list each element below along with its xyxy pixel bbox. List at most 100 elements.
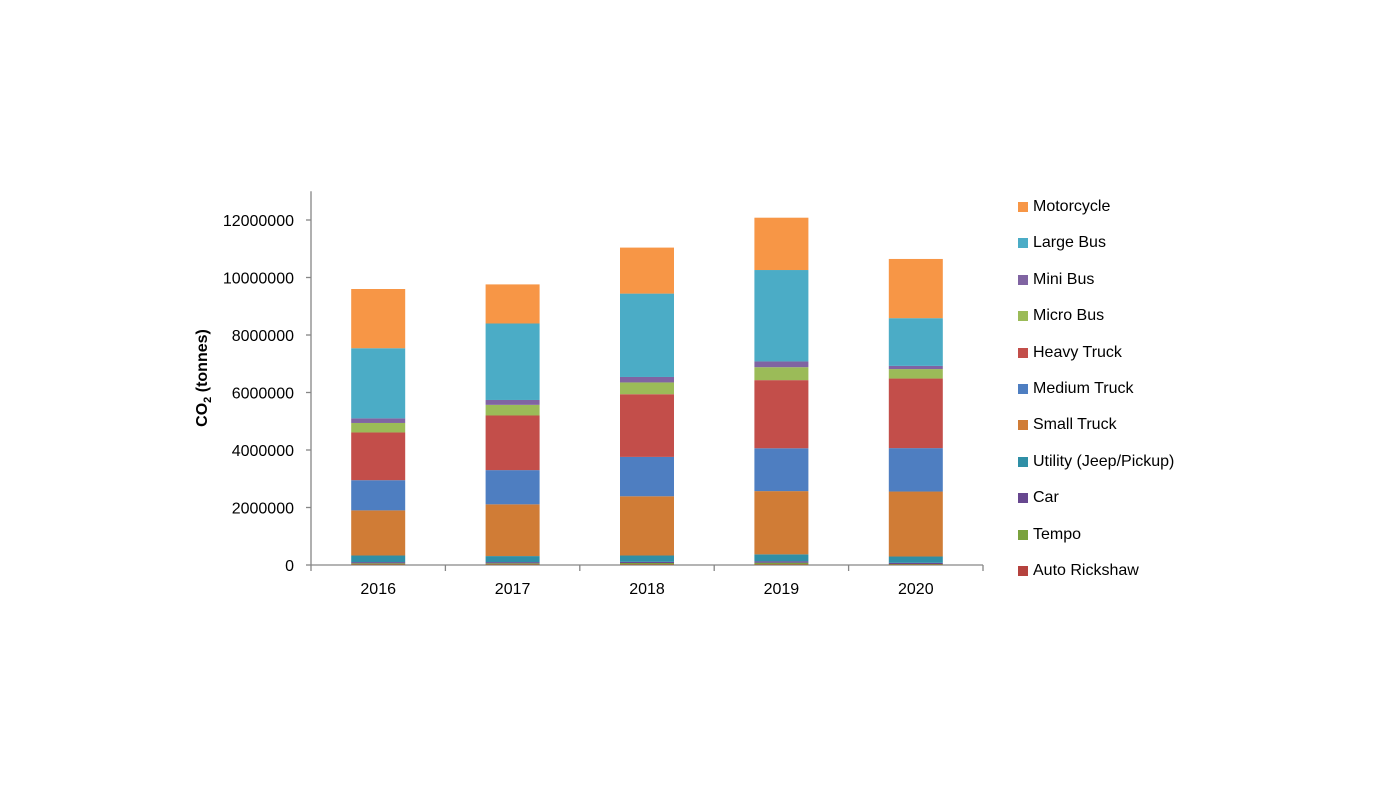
legend-label: Motorcycle <box>1033 198 1111 215</box>
bar-segment-utility-jeep-pickup-2020 <box>888 556 943 563</box>
legend-item: Heavy Truck <box>1018 342 1122 364</box>
bar-segment-car-2016 <box>351 562 406 564</box>
bar-segment-small-truck-2018 <box>620 496 674 556</box>
bar-segment-mini-bus-2017 <box>485 399 540 405</box>
bar-segment-car-2018 <box>620 561 674 563</box>
y-axis-label: CO2 (tonnes) <box>194 329 214 427</box>
bar-segment-tempo-2017 <box>485 563 540 565</box>
legend-item: Medium Truck <box>1018 378 1133 400</box>
bar-segment-large-bus-2018 <box>620 293 674 377</box>
bar-segment-tempo-2018 <box>620 562 674 565</box>
y-tick-label: 10000000 <box>223 271 294 288</box>
legend-swatch <box>1018 493 1028 504</box>
y-tick-label: 12000000 <box>223 213 294 230</box>
x-axis: 2016 2017 2018 2019 2020 <box>310 564 984 598</box>
bar-segment-car-2017 <box>485 562 540 564</box>
y-axis-label-main: CO <box>194 403 211 427</box>
bar-segment-auto-rickshaw-2018 <box>620 564 674 565</box>
bar-segment-heavy-truck-2018 <box>620 394 674 457</box>
bar-segment-small-truck-2017 <box>485 504 540 557</box>
legend-item: Micro Bus <box>1018 305 1104 327</box>
legend-label: Small Truck <box>1033 416 1117 434</box>
legend-swatch <box>1018 529 1028 540</box>
legend-label: Medium Truck <box>1033 380 1134 397</box>
bar-segment-micro-bus-2019 <box>754 367 809 381</box>
bar-segment-utility-jeep-pickup-2017 <box>485 556 540 563</box>
legend-swatch <box>1018 456 1028 467</box>
bar-segment-heavy-truck-2019 <box>754 380 809 449</box>
y-axis-label-suffix: (tonnes) <box>194 329 211 397</box>
bar-segment-motorcycle-2019 <box>754 217 809 271</box>
legend-item: Small Truck <box>1018 414 1117 436</box>
bar-segment-small-truck-2019 <box>754 491 809 555</box>
bar-segment-small-truck-2016 <box>351 510 406 556</box>
bar-segment-heavy-truck-2020 <box>888 378 943 449</box>
x-tick-label: 2017 <box>495 581 531 598</box>
bar-segment-motorcycle-2020 <box>888 258 943 319</box>
legend-swatch <box>1018 311 1028 322</box>
y-tick-label: 8000000 <box>232 328 294 345</box>
bar-segment-large-bus-2017 <box>485 323 540 400</box>
bar-segment-mini-bus-2019 <box>754 361 809 368</box>
bar-segment-car-2020 <box>888 562 943 564</box>
bar-segment-medium-truck-2018 <box>620 456 674 497</box>
bar-segment-large-bus-2016 <box>351 348 406 419</box>
x-tick-label: 2020 <box>898 581 934 598</box>
bar-segment-heavy-truck-2017 <box>485 415 540 471</box>
y-axis-label-subscript: 2 <box>202 397 214 403</box>
legend-label: Mini Bus <box>1033 270 1095 288</box>
legend-item: Auto Rickshaw <box>1018 560 1139 582</box>
bar-segment-heavy-truck-2016 <box>351 432 406 481</box>
y-tick-label: 4000000 <box>232 443 294 460</box>
bar-segment-tempo-2016 <box>351 563 406 565</box>
legend-item: Car <box>1018 487 1059 509</box>
legend-label: Heavy Truck <box>1033 343 1122 361</box>
bar-segment-motorcycle-2017 <box>485 284 540 324</box>
bar-segment-tempo-2019 <box>754 562 809 565</box>
bar-segment-auto-rickshaw-2016 <box>351 564 406 565</box>
legend-label: Auto Rickshaw <box>1033 562 1139 579</box>
y-tick-label: 2000000 <box>232 501 294 518</box>
bar-segment-tempo-2020 <box>888 563 943 565</box>
bar-segment-medium-truck-2019 <box>754 448 809 492</box>
bar-segment-utility-jeep-pickup-2018 <box>620 555 674 562</box>
y-tick-label: 6000000 <box>232 386 294 403</box>
legend-label: Car <box>1033 489 1059 507</box>
legend-label: Large Bus <box>1033 234 1106 252</box>
y-tick-label: 0 <box>285 558 294 575</box>
legend-item: Mini Bus <box>1018 269 1094 291</box>
bar-segment-mini-bus-2020 <box>888 365 943 370</box>
legend-label: Tempo <box>1033 525 1082 543</box>
bar-segment-mini-bus-2016 <box>351 418 406 423</box>
legend-item: Tempo <box>1018 524 1081 546</box>
legend-label: Micro Bus <box>1033 307 1105 325</box>
legend-swatch <box>1018 274 1028 285</box>
legend-swatch <box>1018 347 1028 358</box>
x-tick-label: 2016 <box>360 581 396 598</box>
legend-swatch <box>1018 384 1028 394</box>
bar-segment-medium-truck-2020 <box>888 448 943 492</box>
legend-item: Motorcycle <box>1018 196 1110 218</box>
y-axis: 0 2000000 4000000 6000000 8000000 10000000 120… <box>223 191 312 575</box>
legend-label: Utility (Jeep/Pickup) <box>1033 452 1175 470</box>
bar-segment-motorcycle-2018 <box>620 247 674 294</box>
bar-segment-mini-bus-2018 <box>620 376 674 383</box>
x-tick-label: 2018 <box>629 581 665 598</box>
bar-segment-auto-rickshaw-2019 <box>754 564 809 565</box>
legend-swatch <box>1018 202 1028 212</box>
x-tick-label: 2019 <box>764 581 800 598</box>
legend-swatch <box>1018 420 1028 431</box>
bar-segment-car-2019 <box>754 561 809 563</box>
bar-segment-micro-bus-2018 <box>620 382 674 395</box>
legend-item: Large Bus <box>1018 232 1106 254</box>
legend-swatch <box>1018 566 1028 576</box>
bar-segment-auto-rickshaw-2017 <box>485 564 540 565</box>
bar-segment-large-bus-2020 <box>888 318 943 366</box>
bar-segment-utility-jeep-pickup-2016 <box>351 555 406 563</box>
bars <box>351 217 943 565</box>
bar-segment-micro-bus-2017 <box>485 404 540 416</box>
bar-segment-micro-bus-2020 <box>888 369 943 379</box>
bar-segment-micro-bus-2016 <box>351 422 406 433</box>
bar-segment-medium-truck-2017 <box>485 470 540 505</box>
